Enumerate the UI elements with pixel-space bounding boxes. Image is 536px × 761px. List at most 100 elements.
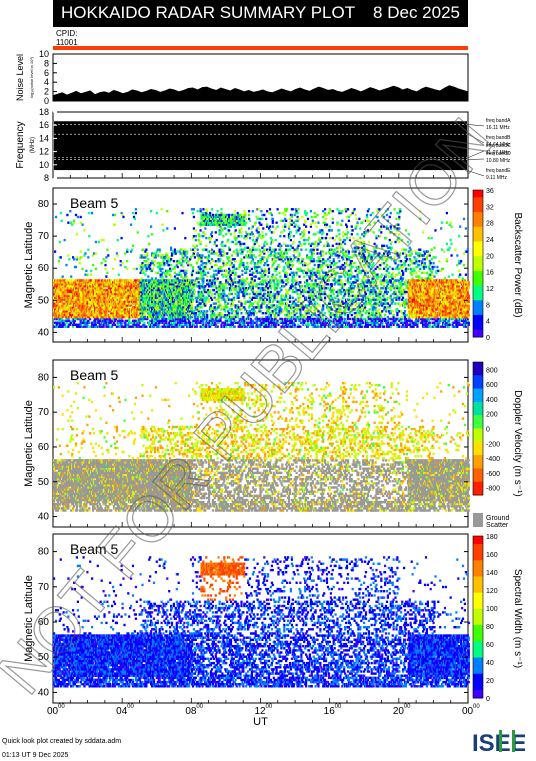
power-cell: [251, 225, 254, 228]
power-cell: [167, 269, 170, 273]
power-cell: [97, 285, 100, 288]
power-cell: [54, 321, 57, 324]
power-cell: [91, 302, 94, 305]
power-cell: [119, 260, 122, 263]
power-cell: [258, 277, 261, 280]
power-cell: [156, 315, 159, 319]
power-cell: [151, 279, 154, 282]
power-cell: [85, 319, 88, 323]
power-cell: [191, 265, 195, 269]
power-cell: [233, 325, 236, 328]
power-cell: [57, 292, 60, 296]
power-cell: [154, 271, 157, 274]
power-cell: [234, 252, 237, 255]
power-cell: [79, 281, 82, 284]
power-cell: [148, 265, 151, 269]
power-cell: [192, 310, 195, 313]
power-cell: [240, 308, 243, 311]
power-cell: [110, 279, 113, 282]
power-cell: [152, 302, 156, 305]
power-cell: [147, 310, 150, 313]
power-cell: [158, 325, 161, 328]
power-cell: [82, 279, 85, 282]
power-cell: [129, 298, 132, 301]
power-cell: [60, 323, 63, 326]
power-cell: [128, 312, 131, 315]
power-cell: [271, 225, 274, 228]
power-cell: [198, 235, 201, 238]
power-cell: [111, 319, 114, 323]
power-cell: [87, 319, 90, 323]
power-cell: [113, 213, 117, 217]
power-cell: [156, 310, 159, 313]
power-cell: [130, 325, 133, 328]
power-cell: [216, 277, 219, 280]
power-cell: [228, 312, 231, 315]
power-cell: [192, 227, 195, 230]
power-cell: [122, 296, 125, 299]
power-cell: [257, 287, 260, 290]
power-cell: [94, 323, 97, 326]
power-cell: [57, 304, 60, 307]
power-cell: [138, 313, 141, 317]
power-cell: [244, 211, 247, 215]
power-cell: [155, 325, 158, 328]
power-cell: [102, 313, 105, 317]
power-cell: [98, 283, 101, 286]
power-cell: [196, 221, 199, 224]
power-cell: [80, 306, 83, 309]
power-cell: [242, 279, 245, 282]
power-cell: [133, 306, 136, 309]
power-cell: [206, 296, 209, 299]
power-cell: [67, 317, 70, 321]
power-cell: [59, 288, 62, 292]
power-cell: [53, 302, 56, 305]
power-cell: [106, 285, 109, 288]
power-cell: [58, 240, 61, 244]
power-cell: [221, 229, 224, 232]
power-cell: [227, 238, 230, 242]
power-cell: [76, 294, 79, 298]
power-cell: [79, 221, 82, 224]
power-cell: [93, 319, 97, 323]
power-cell: [149, 267, 152, 271]
power-cell: [76, 325, 79, 328]
power-cell: [123, 292, 126, 296]
frequency-band-value: 10.80 MHz: [486, 158, 511, 164]
power-cell: [170, 246, 173, 249]
power-cell: [242, 285, 245, 288]
power-cell: [151, 288, 154, 292]
power-cell: [152, 319, 156, 323]
power-cell: [141, 296, 144, 299]
power-cell: [73, 219, 76, 222]
power-cell: [117, 273, 120, 276]
power-cell: [88, 235, 91, 238]
power-cell: [135, 315, 138, 319]
power-cell: [64, 294, 67, 298]
power-cell: [184, 254, 187, 257]
power-cell: [198, 312, 201, 315]
power-cell: [74, 285, 78, 288]
power-cell: [87, 248, 90, 251]
power-cell: [253, 300, 256, 303]
power-cell: [85, 269, 88, 273]
power-cell: [148, 321, 151, 324]
power-cell: [115, 279, 118, 282]
power-cell: [196, 210, 199, 213]
power-cell: [199, 208, 202, 211]
power-cell: [152, 287, 156, 290]
power-cell: [150, 287, 153, 290]
power-cell: [166, 210, 169, 213]
power-cell: [150, 262, 153, 265]
power-cell: [222, 260, 225, 263]
power-cell: [147, 258, 150, 261]
power-cell: [102, 323, 105, 326]
power-cell: [156, 319, 159, 323]
power-cell: [119, 288, 122, 292]
power-cell: [276, 208, 279, 211]
power-cell: [101, 285, 104, 288]
power-cell: [109, 317, 112, 321]
power-cell: [58, 298, 61, 301]
cpid-value: 11001: [56, 38, 78, 47]
